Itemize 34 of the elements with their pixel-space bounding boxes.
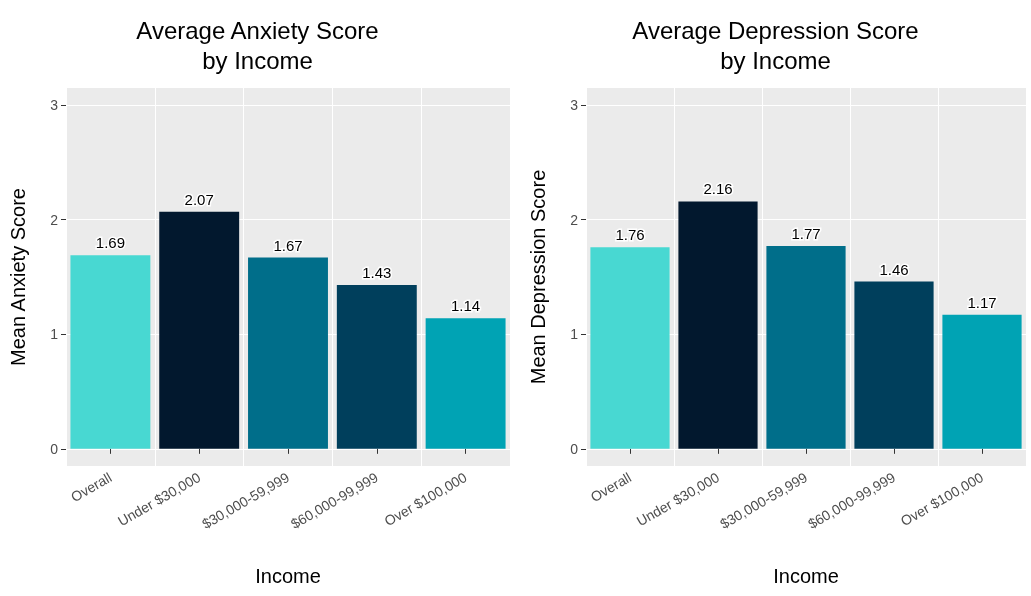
y-tick-label: 0 — [570, 440, 579, 457]
data-label: 1.17 — [967, 293, 997, 311]
data-label: 1.14 — [451, 297, 481, 315]
y-tick-label: 1 — [570, 326, 579, 343]
data-label: 2.16 — [703, 180, 733, 198]
bar — [590, 247, 670, 449]
data-label: 1.69 — [95, 234, 125, 252]
data-label: 1.46 — [879, 260, 909, 278]
data-label: 1.77 — [791, 225, 821, 243]
y-axis-title: Mean Depression Score — [527, 169, 549, 385]
bar — [425, 318, 506, 449]
bar — [854, 281, 934, 449]
bar — [678, 201, 758, 449]
data-label: 1.67 — [273, 236, 303, 254]
bar — [942, 314, 1022, 449]
bar — [766, 246, 846, 449]
bar — [70, 255, 151, 449]
y-tick-label: 3 — [570, 97, 579, 114]
x-axis-title: Income — [773, 565, 839, 587]
data-label: 1.76 — [615, 226, 645, 244]
data-label: 1.43 — [362, 264, 392, 282]
y-tick-label: 1 — [50, 326, 59, 343]
chart-title: Average Depression Score by Income — [632, 16, 919, 74]
y-tick-label: 0 — [50, 440, 59, 457]
y-tick-label: 2 — [570, 211, 579, 228]
chart-title: Average Anxiety Score by Income — [136, 16, 379, 74]
bar — [159, 211, 240, 449]
y-axis-title: Mean Anxiety Score — [7, 188, 29, 366]
bar — [336, 285, 417, 449]
bar — [248, 257, 328, 449]
y-tick-label: 3 — [50, 97, 59, 114]
y-tick-label: 2 — [50, 211, 59, 228]
data-label: 2.07 — [184, 190, 214, 208]
x-axis-title: Income — [255, 565, 321, 587]
